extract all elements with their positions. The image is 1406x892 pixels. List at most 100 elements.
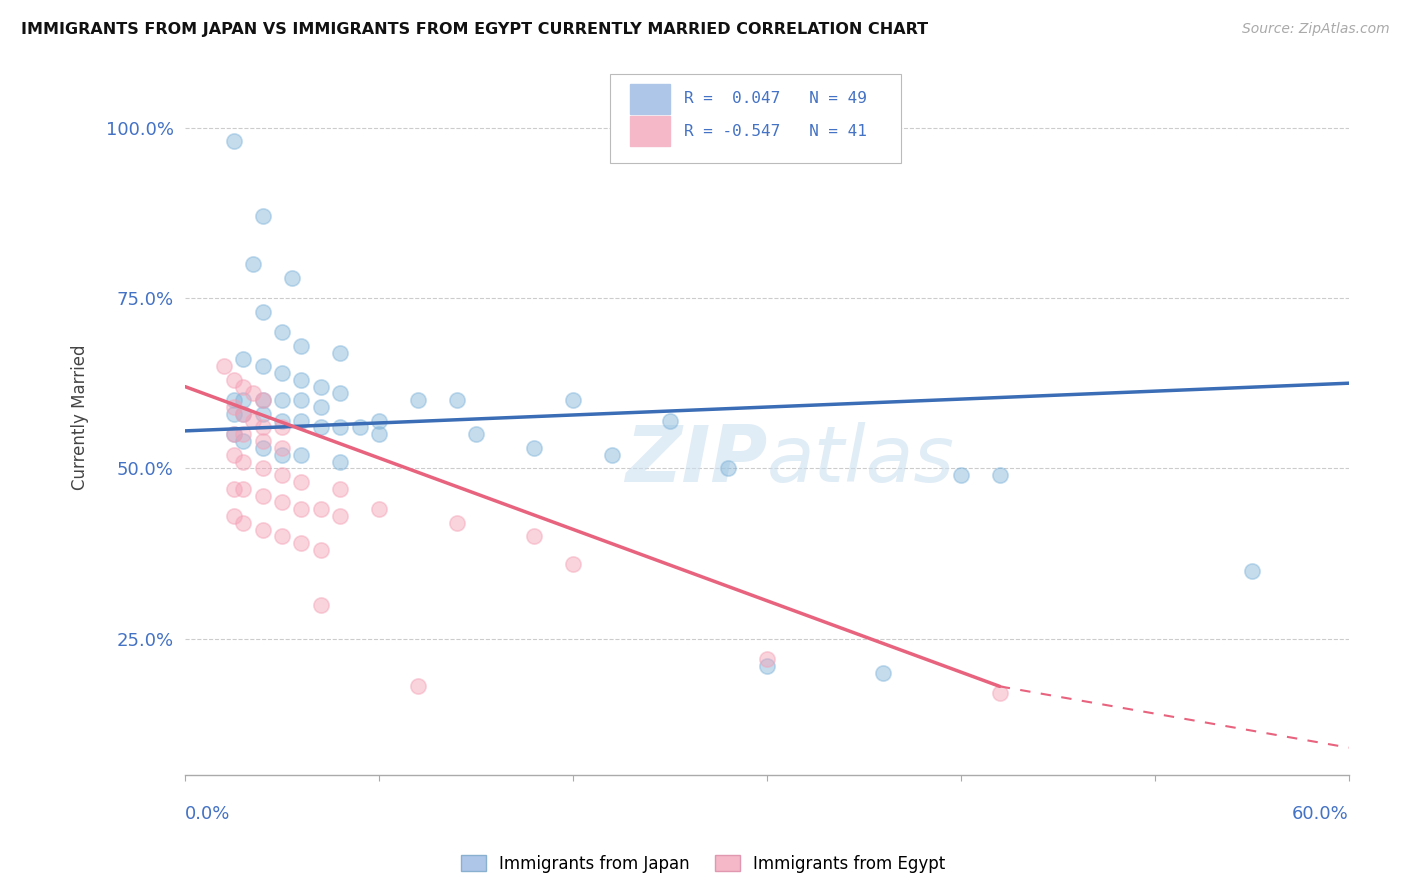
- Point: [309, 420, 332, 434]
- Point: [309, 400, 332, 414]
- Point: [309, 379, 332, 393]
- Point: [717, 461, 740, 475]
- Point: [222, 427, 245, 442]
- Point: [252, 461, 274, 475]
- Point: [232, 482, 254, 496]
- Text: Source: ZipAtlas.com: Source: ZipAtlas.com: [1241, 22, 1389, 37]
- Text: R =  0.047   N = 49: R = 0.047 N = 49: [685, 92, 868, 106]
- Point: [309, 598, 332, 612]
- Point: [232, 352, 254, 367]
- Point: [232, 393, 254, 408]
- Text: 60.0%: 60.0%: [1292, 805, 1348, 823]
- Point: [329, 345, 352, 359]
- Point: [600, 448, 623, 462]
- Point: [329, 509, 352, 524]
- Point: [252, 523, 274, 537]
- Point: [329, 420, 352, 434]
- Text: ZIP: ZIP: [624, 422, 766, 498]
- Point: [465, 427, 488, 442]
- Point: [349, 420, 371, 434]
- Point: [232, 434, 254, 449]
- Point: [368, 427, 391, 442]
- Point: [232, 516, 254, 530]
- Point: [309, 502, 332, 516]
- Point: [988, 686, 1011, 700]
- Point: [232, 407, 254, 421]
- Point: [252, 434, 274, 449]
- Point: [252, 393, 274, 408]
- FancyBboxPatch shape: [610, 74, 901, 163]
- Point: [290, 339, 312, 353]
- Point: [232, 454, 254, 468]
- Point: [271, 495, 294, 509]
- Point: [242, 386, 264, 401]
- Point: [290, 502, 312, 516]
- Point: [232, 427, 254, 442]
- Point: [232, 407, 254, 421]
- Point: [523, 529, 546, 543]
- Point: [252, 393, 274, 408]
- Point: [222, 407, 245, 421]
- Point: [222, 134, 245, 148]
- Point: [222, 448, 245, 462]
- Point: [562, 393, 585, 408]
- Point: [988, 468, 1011, 483]
- Point: [290, 536, 312, 550]
- Point: [271, 529, 294, 543]
- Bar: [630, 116, 671, 146]
- Legend: Immigrants from Japan, Immigrants from Egypt: Immigrants from Japan, Immigrants from E…: [454, 848, 952, 880]
- Point: [222, 373, 245, 387]
- Point: [446, 393, 468, 408]
- Point: [523, 441, 546, 455]
- Point: [290, 448, 312, 462]
- Point: [252, 441, 274, 455]
- Point: [309, 543, 332, 558]
- Point: [252, 209, 274, 223]
- Point: [271, 325, 294, 339]
- Text: atlas: atlas: [766, 422, 955, 498]
- Point: [290, 414, 312, 428]
- Point: [212, 359, 235, 374]
- Point: [290, 373, 312, 387]
- Point: [271, 393, 294, 408]
- Point: [271, 414, 294, 428]
- Point: [271, 448, 294, 462]
- Point: [252, 407, 274, 421]
- Point: [222, 427, 245, 442]
- Text: R = -0.547   N = 41: R = -0.547 N = 41: [685, 124, 868, 138]
- Point: [242, 257, 264, 271]
- Point: [280, 270, 302, 285]
- Point: [271, 441, 294, 455]
- Y-axis label: Currently Married: Currently Married: [72, 344, 89, 490]
- Text: 0.0%: 0.0%: [186, 805, 231, 823]
- Point: [872, 665, 894, 680]
- Point: [755, 659, 778, 673]
- Point: [222, 482, 245, 496]
- Point: [755, 652, 778, 666]
- Point: [222, 393, 245, 408]
- Point: [1240, 564, 1263, 578]
- Point: [252, 304, 274, 318]
- Point: [242, 414, 264, 428]
- Point: [232, 379, 254, 393]
- Point: [222, 509, 245, 524]
- Point: [446, 516, 468, 530]
- Point: [271, 468, 294, 483]
- Point: [271, 366, 294, 380]
- Point: [329, 386, 352, 401]
- Point: [368, 414, 391, 428]
- Point: [658, 414, 681, 428]
- Point: [252, 359, 274, 374]
- Point: [329, 454, 352, 468]
- Point: [290, 393, 312, 408]
- Point: [562, 557, 585, 571]
- Point: [368, 502, 391, 516]
- Text: IMMIGRANTS FROM JAPAN VS IMMIGRANTS FROM EGYPT CURRENTLY MARRIED CORRELATION CHA: IMMIGRANTS FROM JAPAN VS IMMIGRANTS FROM…: [21, 22, 928, 37]
- Point: [949, 468, 972, 483]
- Point: [252, 420, 274, 434]
- Bar: [630, 84, 671, 114]
- Point: [271, 420, 294, 434]
- Point: [406, 679, 429, 693]
- Point: [406, 393, 429, 408]
- Point: [290, 475, 312, 489]
